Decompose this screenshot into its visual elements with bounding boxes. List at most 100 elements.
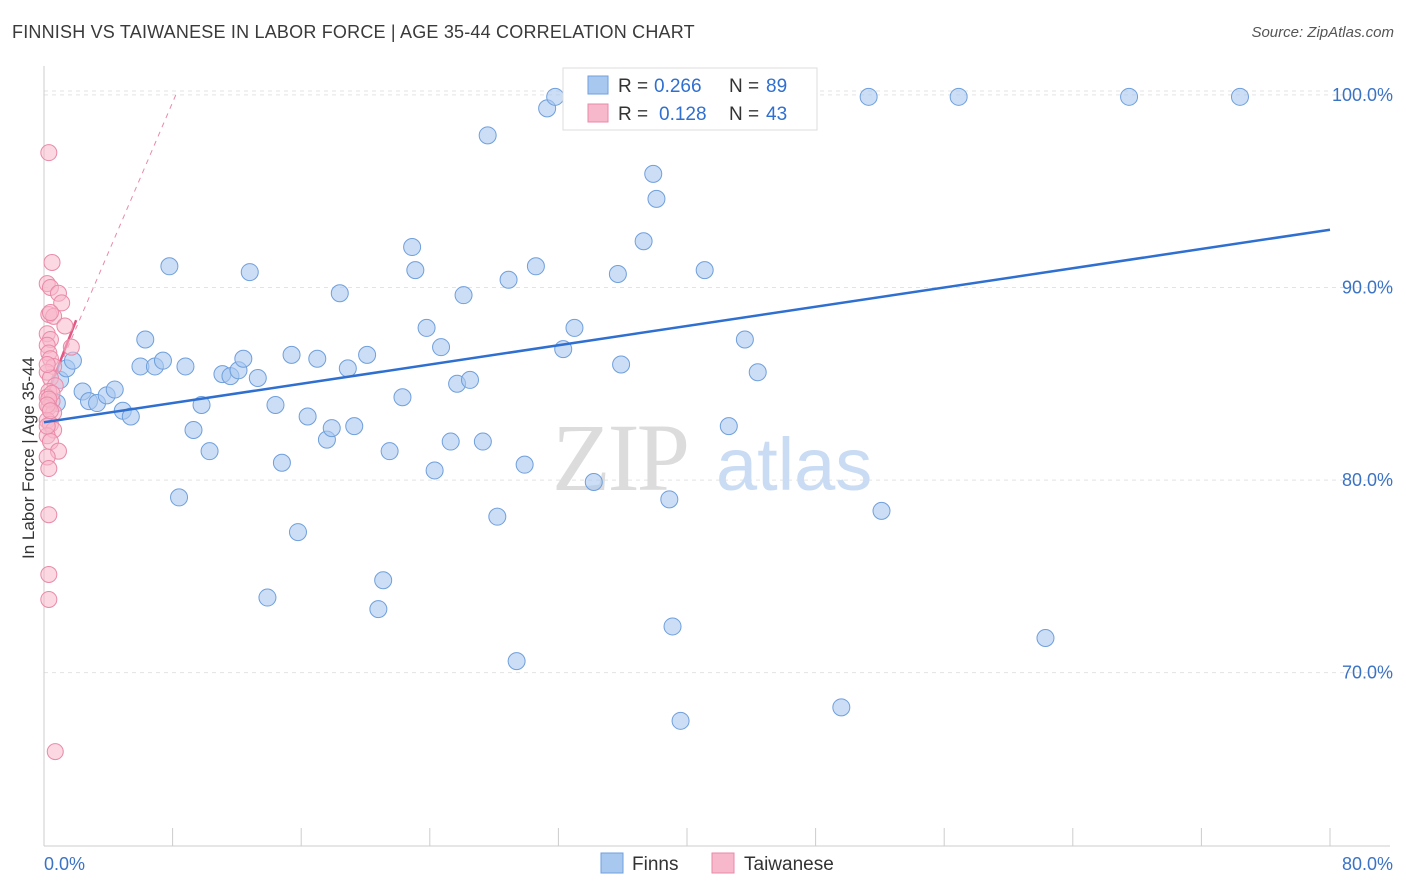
taiwanese-point — [43, 253, 61, 271]
finns-point — [403, 238, 422, 257]
y-tick-label: 80.0% — [1342, 470, 1393, 490]
finns-point — [515, 455, 534, 474]
taiwanese-point — [40, 590, 58, 608]
tick-labels: 100.0% 90.0% 80.0% 70.0% 0.0% 80.0% — [44, 85, 1393, 874]
taiwanese-point — [40, 144, 58, 162]
finns-point — [298, 407, 317, 426]
watermark-atlas: atlas — [716, 423, 872, 506]
finns-point — [546, 87, 565, 106]
finns-point — [121, 407, 140, 426]
finns-point — [488, 507, 507, 526]
finns-point — [660, 490, 679, 509]
y-axis-label: In Labor Force | Age 35-44 — [19, 357, 38, 559]
taiwanese-point — [40, 506, 58, 524]
finns-point — [735, 330, 754, 349]
finns-point — [338, 359, 357, 378]
finns-point — [644, 164, 663, 183]
finns-point — [748, 363, 767, 382]
x-tick-label: 80.0% — [1342, 854, 1393, 874]
finns-point — [460, 370, 479, 389]
taiwanese-point — [62, 338, 80, 356]
finns-point — [949, 87, 968, 106]
legend-n-label-2: N = — [729, 104, 759, 125]
taiwanese-legend-label: Taiwanese — [744, 854, 834, 875]
finns-point — [859, 87, 878, 106]
finns-point — [478, 126, 497, 145]
finns-point — [584, 473, 603, 491]
finns-point — [374, 571, 393, 590]
finns-point — [345, 417, 364, 436]
finns-point — [272, 453, 291, 472]
legend-n-value-2: 43 — [766, 104, 787, 125]
finns-point — [1230, 87, 1249, 106]
finns-point — [308, 349, 327, 368]
correlation-legend: R = 0.266 N = 89 R = 0.128 N = 43 — [562, 67, 818, 131]
legend-n-value-1: 89 — [766, 76, 787, 97]
taiwanese-point — [46, 743, 64, 761]
taiwanese-point — [41, 402, 59, 420]
finns-point — [719, 417, 738, 436]
finns-point — [663, 617, 682, 636]
source-label: Source: ZipAtlas.com — [1251, 24, 1394, 41]
finns-swatch — [587, 75, 609, 95]
finns-point — [358, 345, 377, 364]
finns-point — [322, 419, 341, 438]
x-tick-label: 0.0% — [44, 854, 85, 874]
finns-point — [499, 270, 518, 289]
finns-point — [200, 442, 219, 461]
finns-point — [1036, 629, 1055, 647]
finns-point — [425, 461, 444, 480]
taiwanese-point — [56, 317, 74, 335]
finns-point — [258, 588, 277, 607]
y-tick-label: 100.0% — [1332, 85, 1393, 105]
finns-point — [832, 698, 851, 717]
finns-point — [288, 523, 307, 542]
finns-point — [393, 388, 412, 407]
legend-r-label-1: R = — [618, 76, 648, 97]
taiwanese-point — [53, 294, 71, 312]
finns-trend — [43, 228, 1331, 424]
taiwanese-point — [40, 565, 58, 583]
axes — [43, 66, 1390, 847]
finns-point — [369, 600, 388, 619]
legend-r-value-1: 0.266 — [654, 76, 702, 97]
taiwanese-point — [40, 460, 58, 478]
finns-point — [176, 357, 195, 376]
finns-point — [1120, 87, 1139, 106]
series-legend: Finns Taiwanese — [600, 852, 834, 875]
finns-point — [380, 442, 399, 461]
finns-point — [612, 355, 631, 374]
y-tick-label: 70.0% — [1342, 663, 1393, 683]
finns-point — [248, 369, 267, 387]
finns-point — [671, 711, 690, 730]
finns-point — [441, 432, 460, 451]
finns-point — [647, 189, 666, 208]
legend-r-label-2: R = — [618, 104, 648, 125]
finns-point — [565, 318, 584, 337]
finns-point — [526, 257, 545, 276]
y-tick-label: 90.0% — [1342, 277, 1393, 297]
finns-point — [234, 349, 253, 368]
finns-point — [695, 261, 714, 280]
taiwanese-point — [38, 356, 56, 374]
taiwanese-points — [38, 144, 80, 761]
finns-trend-line — [43, 228, 1331, 424]
finns-point — [634, 232, 653, 251]
taiwanese-swatch — [587, 103, 609, 123]
finns-point — [330, 284, 349, 303]
finns-point — [473, 432, 492, 451]
finns-point — [136, 330, 155, 349]
finns-point — [417, 318, 436, 337]
finns-point — [105, 380, 124, 399]
finns-point — [406, 261, 425, 280]
finns-point — [192, 395, 211, 414]
finns-point — [160, 257, 179, 276]
taiwanese-legend-swatch — [711, 852, 735, 874]
finns-point — [170, 488, 189, 507]
finns-point — [282, 345, 301, 364]
legend-n-label-1: N = — [729, 76, 759, 97]
finns-point — [184, 421, 203, 439]
finns-point — [266, 395, 285, 414]
finns-point — [872, 501, 891, 520]
